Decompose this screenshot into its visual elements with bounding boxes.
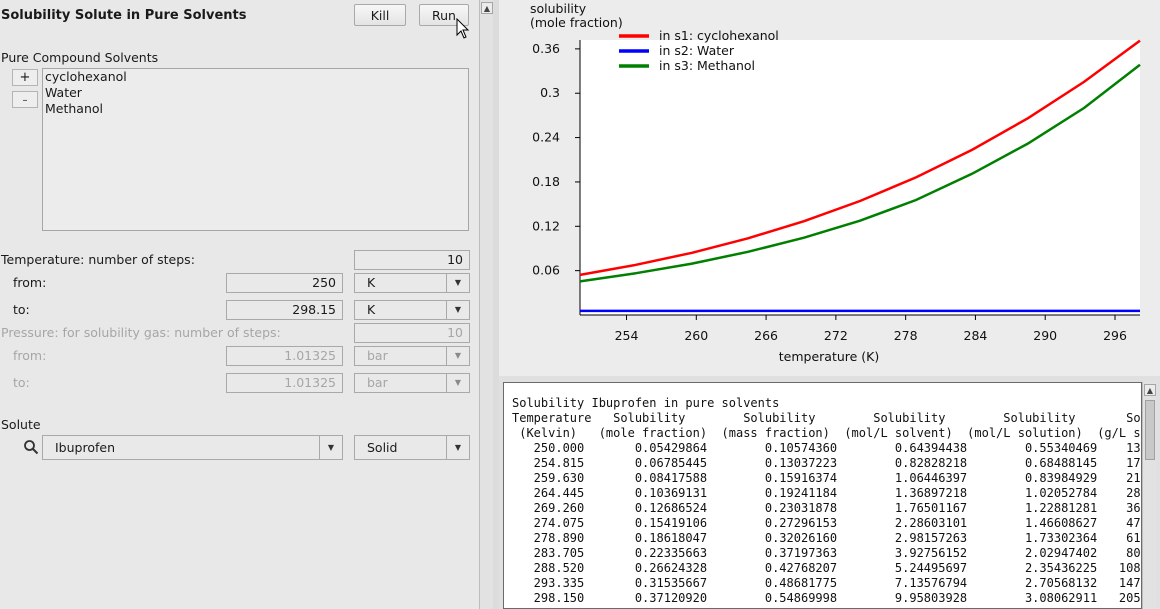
results-scrollbar[interactable]: ▲: [1142, 382, 1156, 609]
solvent-item[interactable]: cyclohexanol: [45, 69, 127, 84]
x-tick-label: 266: [754, 328, 778, 343]
series-line: [579, 39, 1141, 277]
x-tick-label: 284: [964, 328, 988, 343]
y-tick-label: 0.18: [532, 174, 560, 189]
legend-label: in s1: cyclohexanol: [659, 28, 779, 43]
temperature-from-unit: K: [367, 275, 376, 290]
plot-area: [580, 40, 1140, 315]
x-tick-label: 260: [684, 328, 708, 343]
temperature-to-unit: K: [367, 302, 376, 317]
pressure-steps-input: 10: [354, 323, 470, 343]
y-tick-label: 0.06: [532, 263, 560, 278]
kill-button[interactable]: Kill: [354, 4, 406, 26]
y-axis-label: solubility: [530, 1, 587, 16]
solute-phase-select[interactable]: Solid ▼: [354, 435, 470, 460]
y-tick-label: 0.12: [532, 218, 560, 233]
temperature-from-label: from:: [13, 275, 47, 290]
y-tick-label: 0.3: [540, 85, 560, 100]
series-line: [579, 63, 1141, 283]
chevron-down-icon: ▼: [446, 374, 469, 392]
plus-icon: +: [19, 70, 31, 85]
x-tick-label: 296: [1103, 328, 1127, 343]
pressure-from-unit-select: bar ▼: [354, 346, 470, 366]
pressure-to-unit: bar: [367, 375, 388, 390]
chevron-down-icon: ▼: [446, 274, 469, 292]
chevron-down-icon: ▼: [319, 436, 342, 459]
window-title: Solubility Solute in Pure Solvents: [1, 8, 247, 23]
run-button[interactable]: Run: [419, 4, 469, 26]
chevron-down-icon: ▼: [446, 301, 469, 319]
temperature-to-label: to:: [13, 302, 30, 317]
solvent-item[interactable]: Methanol: [45, 101, 104, 116]
legend-label: in s2: Water: [659, 43, 735, 58]
add-solvent-button[interactable]: +: [12, 69, 38, 86]
chevron-down-icon: ▼: [446, 347, 469, 365]
pressure-to-input: 1.01325: [226, 373, 343, 393]
x-tick-label: 254: [615, 328, 639, 343]
solvents-section-label: Pure Compound Solvents: [1, 50, 159, 65]
pressure-to-unit-select: bar ▼: [354, 373, 470, 393]
legend-label: in s3: Methanol: [659, 58, 755, 73]
temperature-steps-label: Temperature: number of steps:: [1, 252, 195, 267]
y-tick-label: 0.36: [532, 41, 560, 56]
x-tick-label: 278: [894, 328, 918, 343]
temperature-to-unit-select[interactable]: K ▼: [354, 300, 470, 320]
scrollbar-thumb[interactable]: [1145, 400, 1155, 460]
splitter[interactable]: [493, 0, 499, 609]
y-axis-unit-label: (mole fraction): [530, 15, 623, 30]
solvent-item[interactable]: Water: [45, 85, 82, 100]
pressure-from-unit: bar: [367, 348, 388, 363]
remove-solvent-button[interactable]: –: [12, 91, 38, 108]
solute-value: Ibuprofen: [55, 440, 116, 455]
temperature-to-input[interactable]: 298.15: [226, 300, 343, 320]
solute-phase: Solid: [367, 440, 398, 455]
temperature-from-unit-select[interactable]: K ▼: [354, 273, 470, 293]
solvent-list[interactable]: cyclohexanol Water Methanol: [42, 68, 469, 231]
y-tick-label: 0.24: [532, 130, 560, 145]
temperature-steps-input[interactable]: 10: [354, 250, 470, 270]
pressure-steps-label: Pressure: for solubility gas: number of …: [1, 325, 281, 340]
x-axis-label: temperature (K): [779, 349, 880, 364]
scroll-up-icon[interactable]: ▲: [481, 2, 493, 14]
left-panel-scrollbar[interactable]: ▲: [479, 0, 493, 609]
solute-combobox[interactable]: Ibuprofen ▼: [42, 435, 343, 460]
temperature-from-input[interactable]: 250: [226, 273, 343, 293]
x-tick-label: 290: [1033, 328, 1057, 343]
search-icon[interactable]: [23, 439, 39, 455]
results-output[interactable]: Solubility Ibuprofen in pure solvents Te…: [503, 382, 1142, 609]
x-tick-label: 272: [824, 328, 848, 343]
scroll-up-icon[interactable]: ▲: [1144, 384, 1156, 396]
results-text: Solubility Ibuprofen in pure solvents Te…: [512, 396, 1141, 605]
solubility-chart: solubility (mole fraction) temperature (…: [530, 1, 1141, 364]
chevron-down-icon: ▼: [446, 436, 469, 459]
chart-panel: solubility (mole fraction) temperature (…: [499, 0, 1160, 376]
solute-section-label: Solute: [1, 417, 41, 432]
minus-icon: –: [22, 95, 28, 106]
pressure-from-label: from:: [13, 348, 47, 363]
pressure-to-label: to:: [13, 375, 30, 390]
pressure-from-input: 1.01325: [226, 346, 343, 366]
cursor-icon: [456, 18, 470, 39]
